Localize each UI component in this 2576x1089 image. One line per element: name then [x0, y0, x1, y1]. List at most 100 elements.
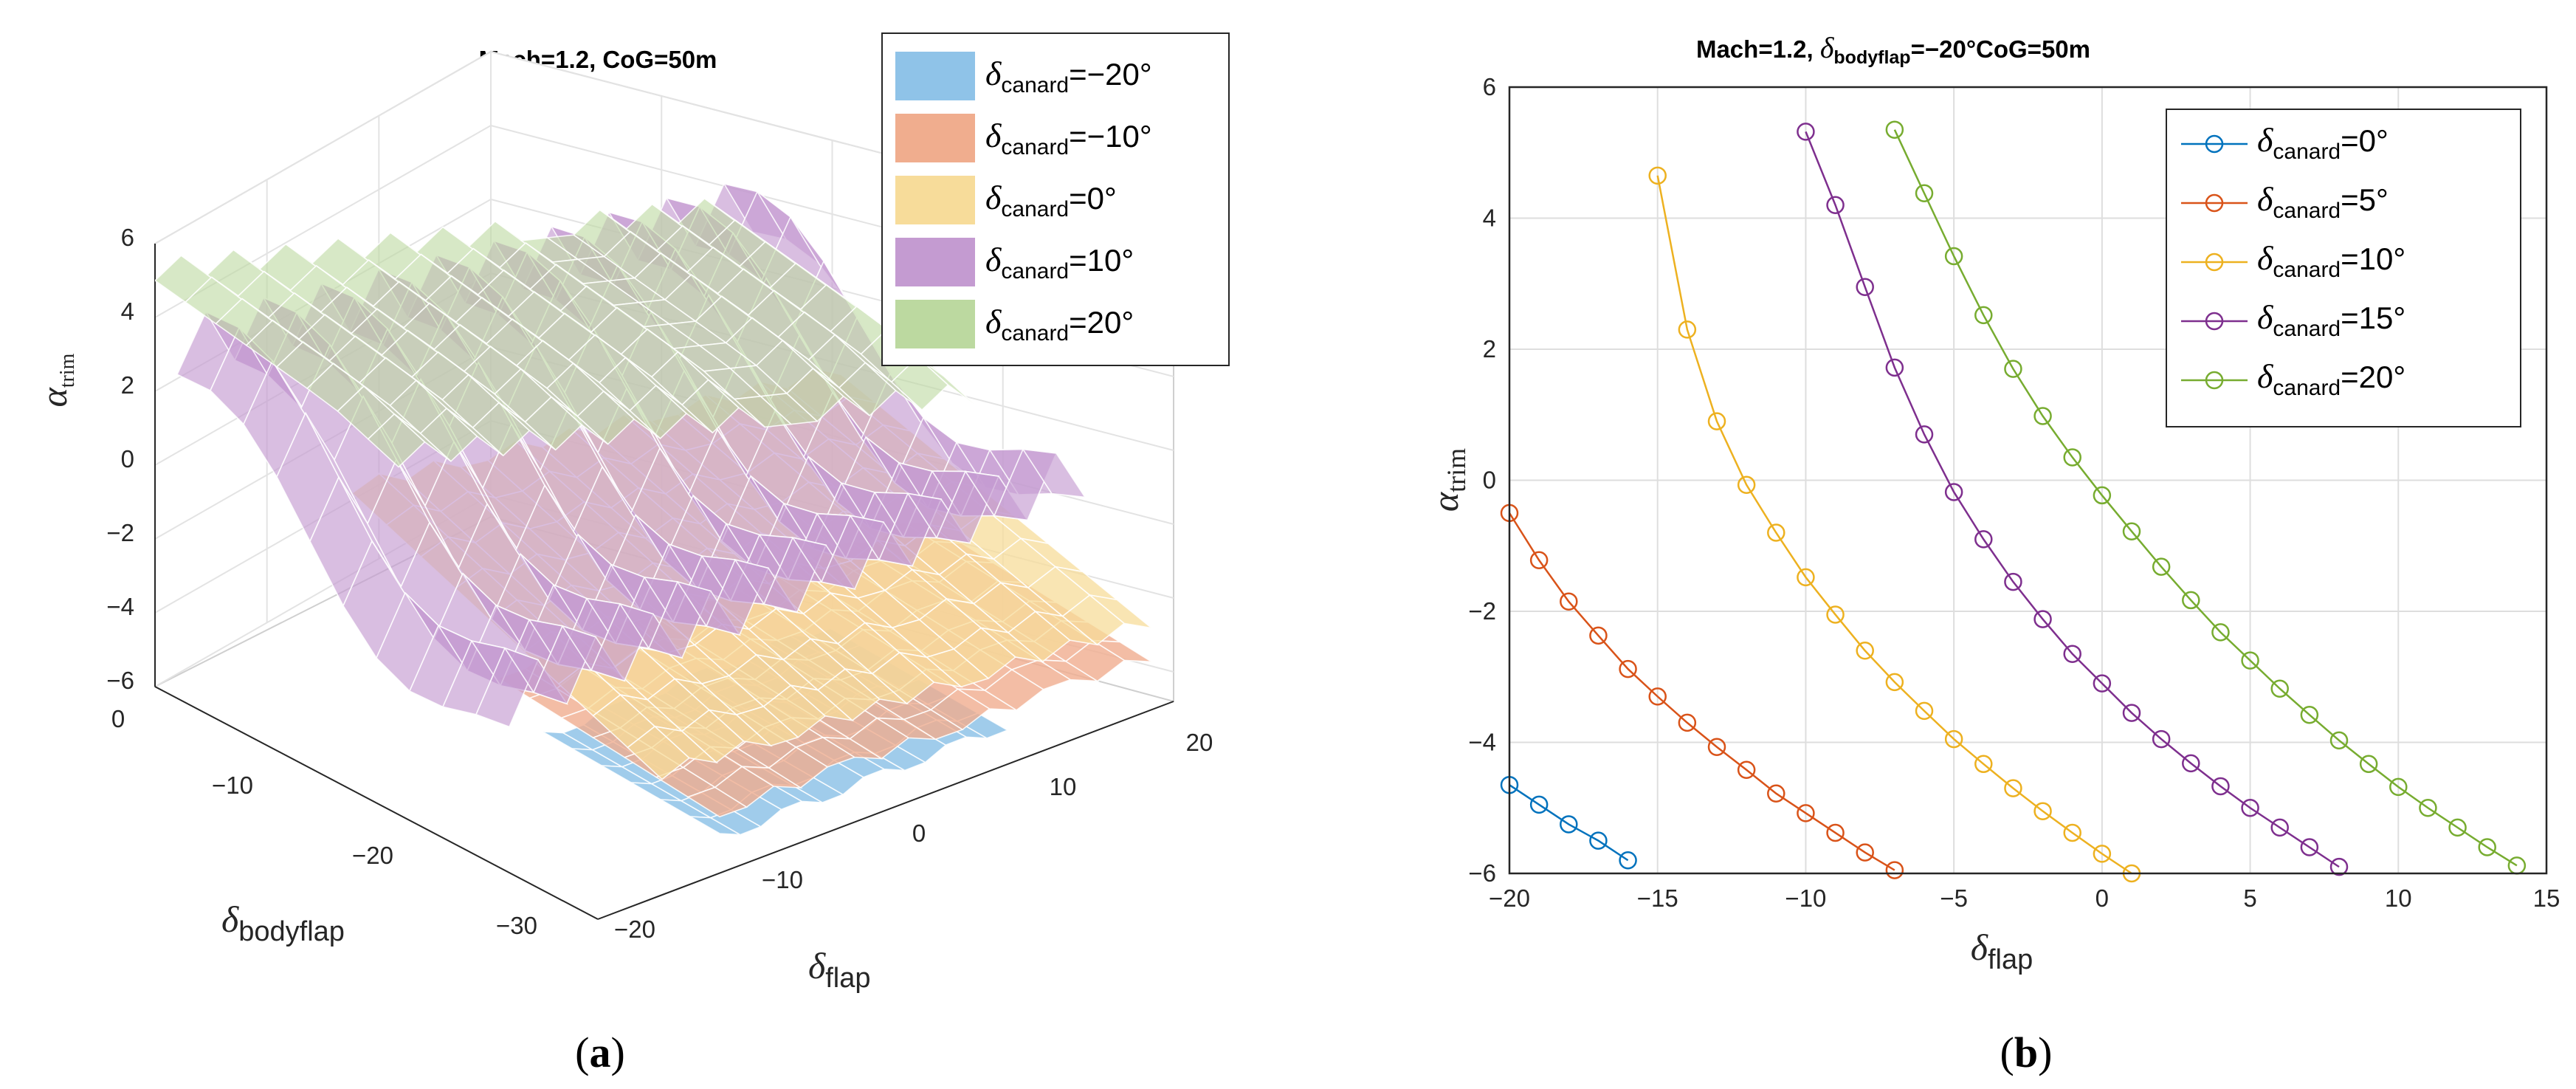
data-point	[1589, 831, 1608, 850]
data-point	[2329, 731, 2349, 750]
legend-marker	[2205, 312, 2224, 331]
z-tick-label: 6	[121, 224, 134, 251]
data-point	[2211, 777, 2230, 796]
data-point	[2241, 651, 2259, 670]
data-point	[2122, 704, 2141, 722]
surface-patch	[1087, 594, 1154, 629]
legend-box	[2166, 109, 2521, 427]
data-point	[1944, 247, 1963, 266]
y-tick-label: 6	[1483, 73, 1496, 100]
data-point	[1915, 184, 1934, 203]
z-tick-label: −4	[106, 593, 134, 620]
data-point	[1767, 784, 1785, 803]
data-point	[1648, 166, 1667, 185]
y-tick-label: 0	[1483, 467, 1496, 494]
panel-a-y-ticks: 0 −10 −20 −30	[111, 705, 537, 939]
surface-patch	[917, 356, 975, 405]
series-path	[1893, 129, 2518, 867]
data-point	[1856, 642, 1874, 660]
legend-marker	[2205, 193, 2224, 213]
data-point	[1797, 568, 1815, 587]
data-point	[1915, 701, 1934, 721]
data-point	[1560, 592, 1578, 611]
data-point	[1915, 425, 1934, 444]
legend-entry: δcanard=0°	[2257, 121, 2389, 164]
data-point	[1974, 306, 1993, 325]
x-tick-label: 15	[2533, 884, 2560, 912]
y-tick-label: 4	[1483, 205, 1496, 232]
panel-a-surface-chart: Mach=1.2, CoG=50m 6 4 2 0 −2 −4 −6 0 −10…	[33, 32, 1230, 1076]
series-line-0	[1500, 775, 1637, 870]
x-tick-label: −15	[1637, 884, 1678, 912]
data-point	[1944, 729, 1963, 749]
y-axis-line	[154, 686, 599, 920]
panel-a-y-axis-label: δbodyflap	[221, 899, 345, 947]
legend-marker	[2205, 134, 2224, 154]
panel-label-a: (a)	[575, 1028, 625, 1076]
data-point	[2122, 522, 2141, 540]
legend-entry: δcanard=20°	[2257, 357, 2405, 400]
data-point	[1529, 551, 1549, 570]
data-point	[2004, 572, 2022, 591]
data-point	[2033, 407, 2052, 425]
y-tick-label: −4	[1468, 729, 1496, 756]
legend-swatch	[895, 238, 975, 286]
data-point	[2004, 360, 2022, 378]
data-point	[1560, 815, 1578, 834]
z-tick-label: 0	[121, 445, 134, 473]
legend-marker	[2205, 371, 2224, 390]
data-point	[2093, 845, 2112, 863]
z-tick-label: 2	[121, 371, 134, 399]
data-point	[1974, 530, 1993, 549]
data-point	[1619, 851, 1637, 870]
y-tick-label: 0	[111, 705, 125, 732]
panel-b-legend: δcanard=0° δcanard=5° δcanard=10° δcanard=1…	[2166, 109, 2521, 427]
data-point	[2241, 799, 2259, 817]
surface-patch	[1090, 639, 1154, 663]
data-point	[1529, 795, 1549, 814]
data-point	[1885, 358, 1904, 377]
data-point	[2270, 679, 2289, 698]
data-point	[1856, 843, 1874, 862]
data-point	[1767, 523, 1785, 542]
panel-b-line-chart: Mach=1.2, δbodyflap=−20°CoG=50m −20 −15 −1…	[1425, 31, 2560, 1076]
surface-patch	[1022, 448, 1086, 498]
data-point	[2329, 857, 2349, 876]
legend-entry: δcanard=−10°	[985, 117, 1152, 159]
data-point	[1974, 755, 1993, 774]
panel-a-z-axis-label: αtrim	[33, 353, 79, 407]
panel-a-z-ticks: 6 4 2 0 −2 −4 −6	[106, 224, 134, 694]
data-point	[2063, 645, 2081, 663]
series-line-4	[1885, 120, 2527, 875]
plot-frame	[1508, 86, 2548, 875]
data-point	[1648, 687, 1667, 706]
data-point	[1797, 123, 1815, 141]
panel-a-x-ticks: −20 −10 0 10 20	[614, 729, 1213, 943]
x-axis-line	[597, 701, 1174, 920]
data-point	[2448, 818, 2467, 837]
data-point	[2182, 754, 2200, 773]
data-point	[1707, 738, 1726, 756]
legend-entry: δcanard=20°	[985, 303, 1134, 346]
data-point	[2033, 610, 2052, 628]
data-point	[2152, 729, 2171, 749]
panel-a-surfaces	[155, 182, 1154, 836]
data-point	[1826, 823, 1845, 842]
data-point	[1737, 475, 1756, 494]
legend-swatch	[895, 114, 975, 162]
legend-entry: δcanard=5°	[2257, 180, 2389, 223]
data-point	[1619, 659, 1637, 679]
series-line-3	[1797, 123, 2349, 876]
data-point	[2389, 777, 2408, 797]
panel-label-b: (b)	[2000, 1028, 2053, 1076]
y-tick-label: −6	[1468, 859, 1496, 887]
panel-b-series	[1500, 120, 2527, 883]
x-tick-label: 10	[1050, 773, 1077, 800]
x-tick-label: −5	[1940, 884, 1968, 912]
panel-b-x-axis-label: δflap	[1971, 927, 2033, 975]
data-point	[2300, 838, 2319, 856]
data-point	[2004, 779, 2022, 797]
data-point	[1944, 483, 1963, 501]
